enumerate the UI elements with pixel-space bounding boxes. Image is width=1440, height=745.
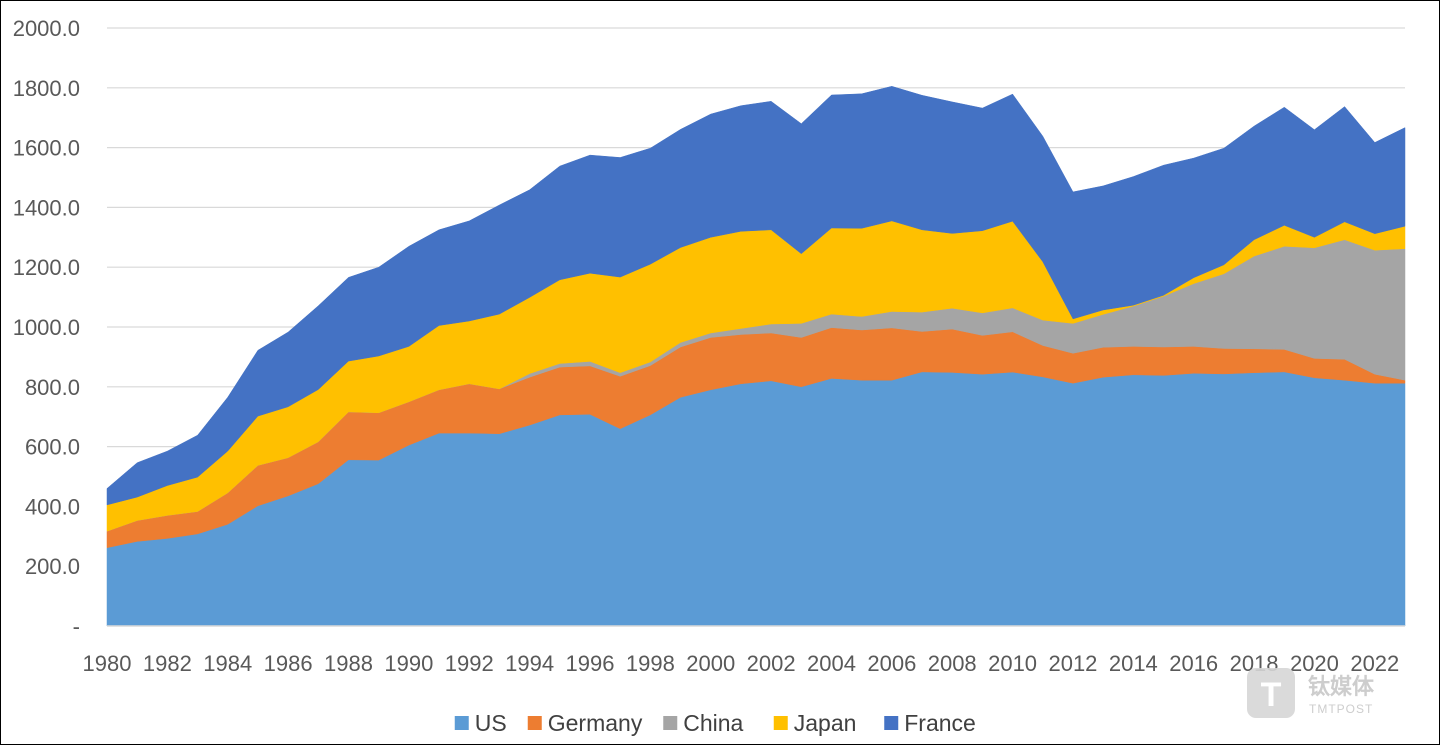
y-tick-label: 2000.0	[13, 16, 80, 41]
legend-swatch-japan	[773, 716, 788, 730]
legend-swatch-france	[884, 716, 899, 730]
x-tick-label: 1992	[445, 651, 494, 676]
area-france	[106, 86, 1406, 506]
x-tick-label: 1980	[83, 651, 132, 676]
x-tick-label: 1994	[505, 651, 554, 676]
x-tick-label: 1996	[566, 651, 615, 676]
x-tick-label: 2016	[1169, 651, 1218, 676]
watermark-text-en: TMTPOST	[1309, 702, 1373, 716]
y-tick-label: 1600.0	[13, 136, 80, 161]
x-tick-label: 1984	[203, 651, 252, 676]
y-tick-label: 1400.0	[13, 195, 80, 220]
x-tick-label: 2020	[1290, 651, 1339, 676]
legend-label-us: US	[475, 710, 507, 736]
x-tick-label: 2000	[686, 651, 735, 676]
x-tick-label: 2012	[1048, 651, 1097, 676]
legend-swatch-us	[454, 716, 469, 730]
legend-swatch-germany	[527, 716, 542, 730]
x-tick-label: 2002	[747, 651, 796, 676]
y-tick-label: 1200.0	[13, 255, 80, 280]
y-axis-ticks: - 200.0 400.0 600.0 800.0 1000.0 1200.0 1400.0 1…	[13, 16, 80, 639]
y-tick-label: 600.0	[25, 435, 80, 460]
area-series	[106, 86, 1406, 627]
legend-label-china: China	[683, 710, 743, 736]
y-tick-label: 800.0	[25, 375, 80, 400]
x-tick-label: 2004	[807, 651, 856, 676]
x-tick-label: 2006	[867, 651, 916, 676]
legend-label-germany: Germany	[548, 710, 643, 736]
watermark-logo	[1247, 668, 1295, 718]
x-tick-label: 1986	[264, 651, 313, 676]
y-tick-label: 1800.0	[13, 76, 80, 101]
x-tick-label: 2014	[1109, 651, 1158, 676]
legend-label-france: France	[904, 710, 976, 736]
legend-swatch-china	[663, 716, 678, 730]
x-tick-label: 1988	[324, 651, 373, 676]
x-axis-ticks: 1980 1982 1984 1986 1988 1990 1992 1994 1996 1998…	[83, 651, 1400, 676]
x-tick-label: 1982	[143, 651, 192, 676]
x-tick-label: 1998	[626, 651, 675, 676]
x-tick-label: 2022	[1350, 651, 1399, 676]
watermark: T 钛媒体 TMTPOST	[1247, 668, 1375, 718]
legend-label-japan: Japan	[794, 710, 857, 736]
x-tick-label: 1990	[384, 651, 433, 676]
x-tick-label: 2010	[988, 651, 1037, 676]
y-tick-label: 1000.0	[13, 315, 80, 340]
legend: US Germany China Japan France	[454, 710, 976, 736]
y-tick-label: -	[73, 614, 80, 639]
y-tick-label: 200.0	[25, 554, 80, 579]
watermark-text-cn: 钛媒体	[1308, 674, 1375, 699]
y-tick-label: 400.0	[25, 494, 80, 519]
x-tick-label: 2008	[928, 651, 977, 676]
watermark-logo-letter: T	[1261, 676, 1282, 714]
